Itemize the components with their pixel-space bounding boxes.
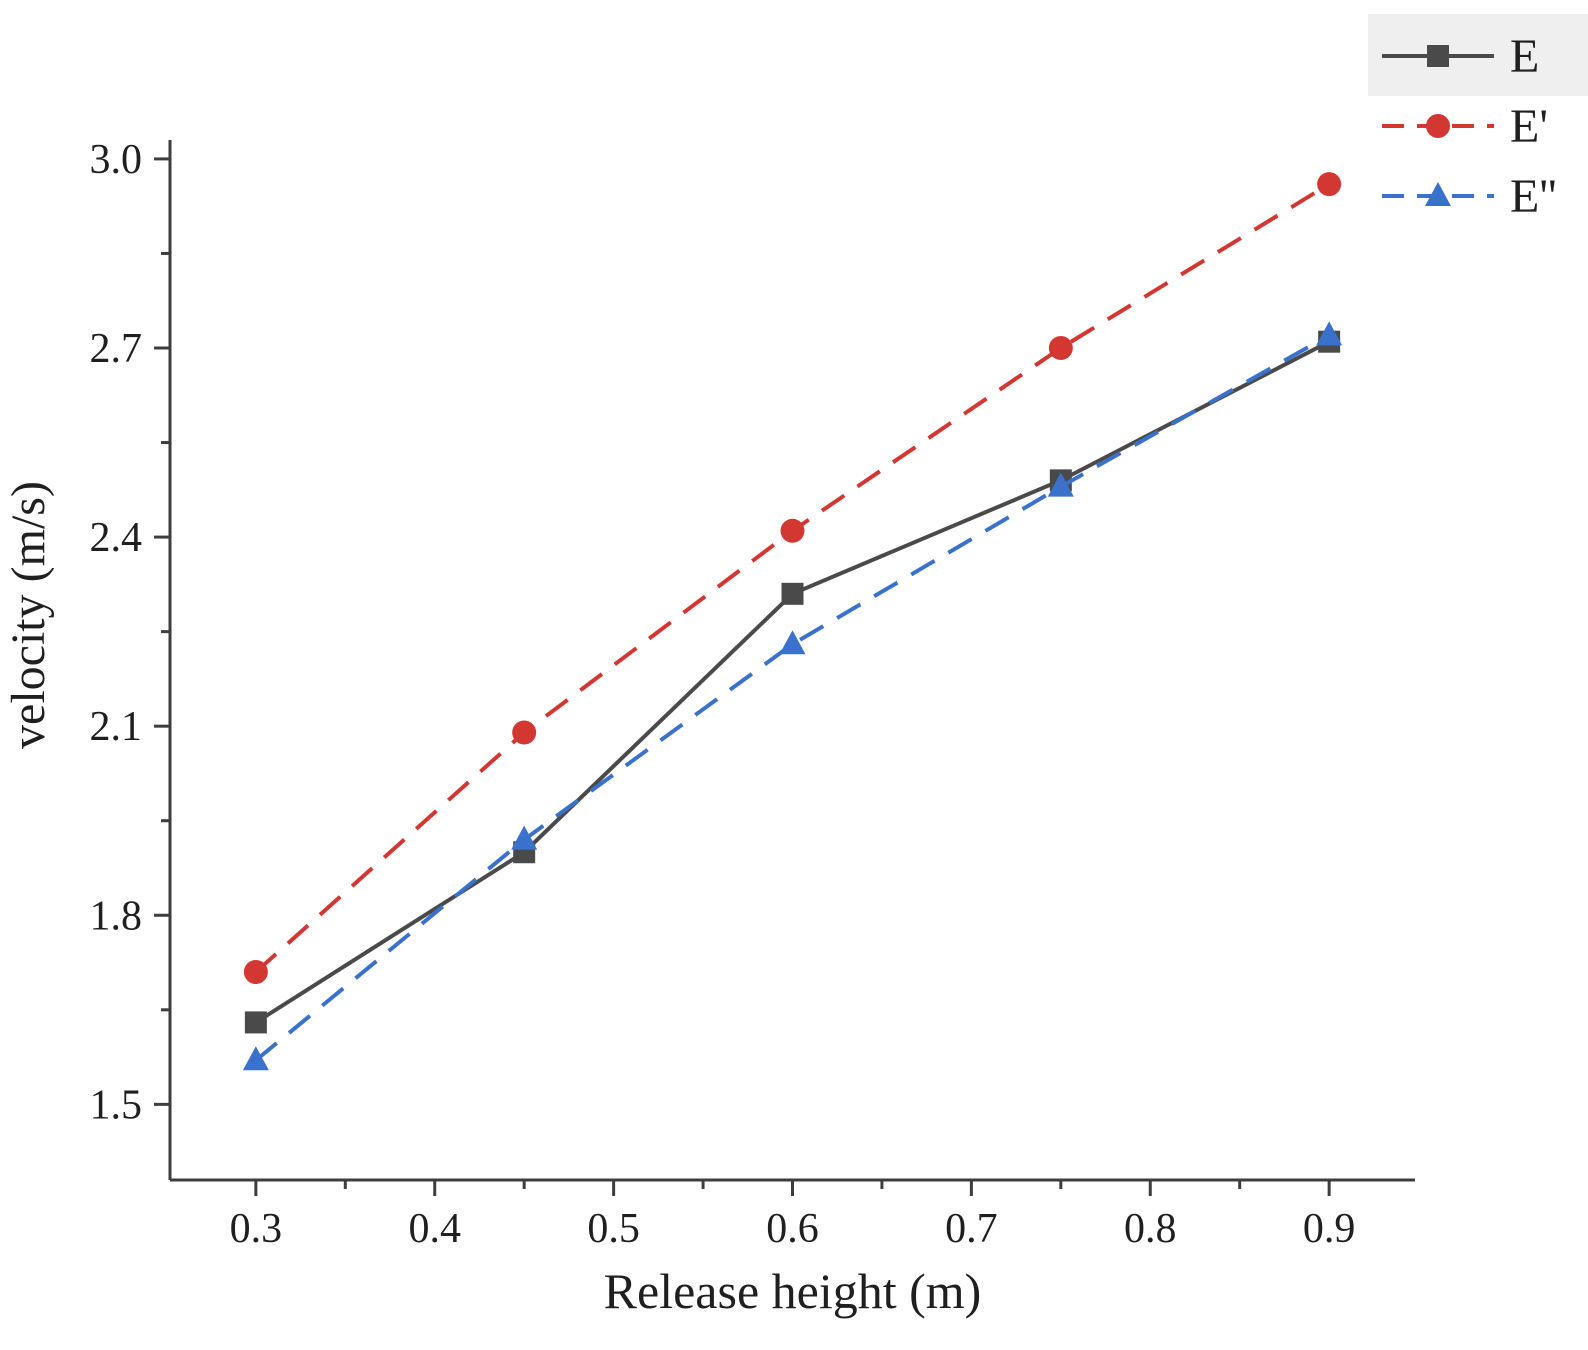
x-axis-title: Release height (m) [604, 1263, 982, 1319]
x-tick-label: 0.4 [408, 1206, 461, 1252]
square-marker [781, 582, 804, 605]
y-tick-label: 2.7 [90, 326, 143, 372]
y-tick-label: 2.4 [90, 515, 143, 561]
series-line [254, 182, 1331, 974]
legend [1368, 14, 1588, 206]
y-axis-title: velocity (m/s) [2, 481, 55, 749]
triangle-marker [1425, 182, 1451, 206]
series-circle [243, 172, 1342, 984]
circle-marker [243, 960, 268, 984]
series-line [254, 339, 1331, 1025]
x-tick-label: 0.3 [230, 1206, 283, 1252]
circle-marker [1426, 114, 1450, 138]
circle-marker [1048, 336, 1073, 360]
series-square [244, 330, 1341, 1034]
triangle-marker [1316, 321, 1343, 346]
legend-label: E'' [1510, 170, 1557, 223]
x-tick-label: 0.9 [1303, 1206, 1356, 1252]
y-tick-label: 3.0 [90, 137, 143, 183]
circle-marker [1317, 172, 1342, 197]
square-marker [244, 1011, 267, 1034]
square-marker [1427, 45, 1449, 67]
triangle-marker [779, 630, 806, 655]
legend-label: E [1510, 30, 1539, 83]
y-tick-label: 1.8 [90, 893, 143, 939]
x-tick-label: 0.6 [766, 1206, 819, 1252]
series-triangle [242, 321, 1343, 1071]
axes [154, 140, 1415, 1196]
y-tick-label: 1.5 [90, 1082, 143, 1128]
x-tick-label: 0.5 [587, 1206, 640, 1252]
x-tick-label: 0.8 [1124, 1206, 1177, 1252]
x-tick-label: 0.7 [945, 1206, 998, 1252]
circle-marker [512, 720, 537, 745]
y-tick-label: 2.1 [90, 704, 143, 750]
series-line [254, 333, 1331, 1062]
triangle-marker [511, 825, 538, 850]
triangle-marker [242, 1046, 269, 1071]
triangle-marker [1047, 472, 1074, 497]
circle-marker [780, 518, 805, 543]
legend-label: E' [1510, 100, 1548, 153]
